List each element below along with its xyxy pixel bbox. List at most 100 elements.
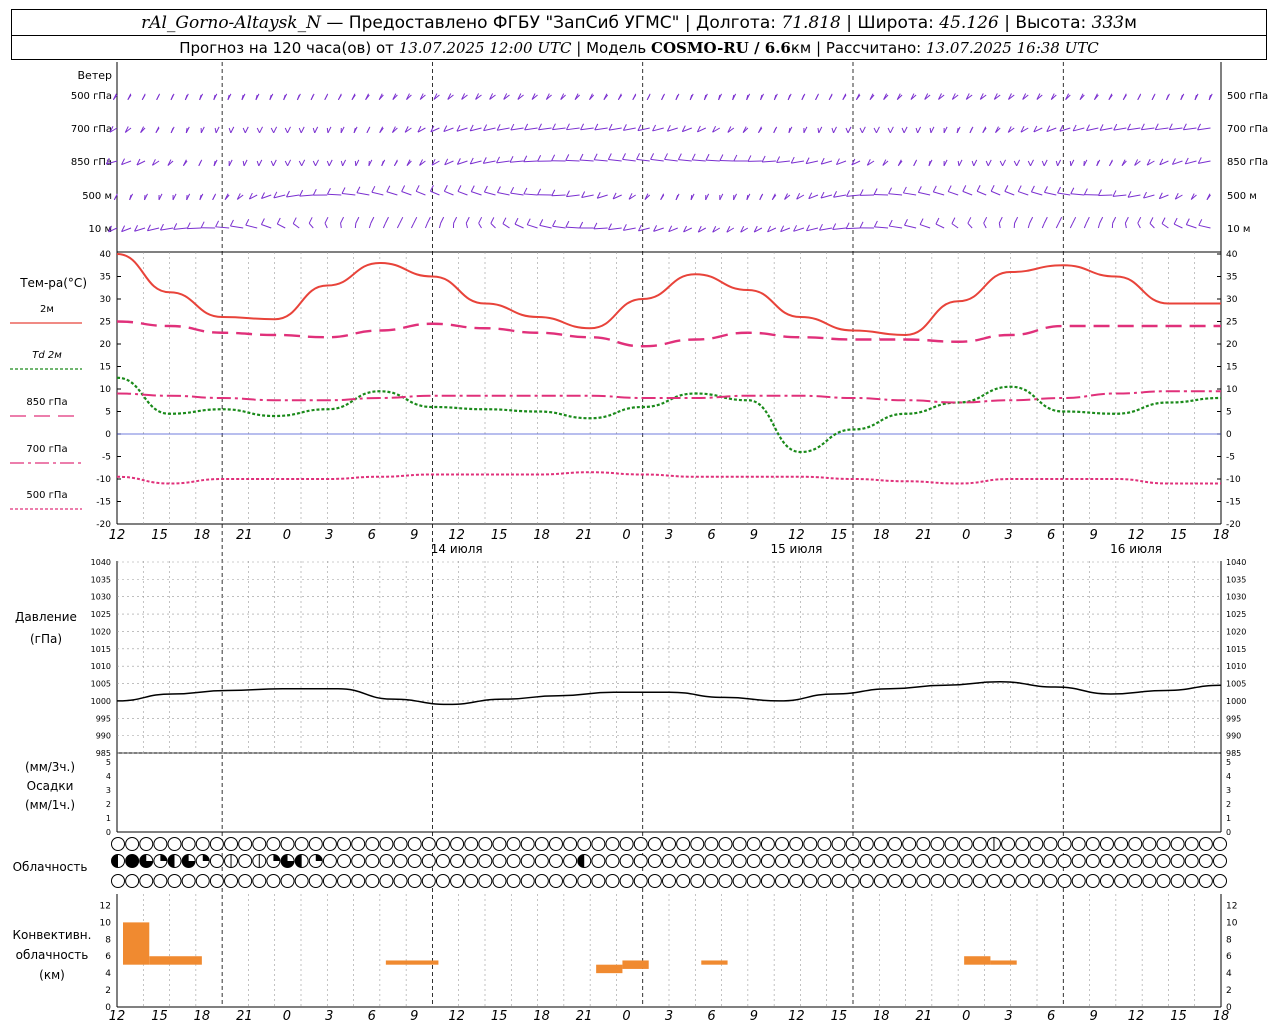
wind-barb (1044, 191, 1057, 196)
wind-barb (888, 193, 903, 196)
wind-barb-feather (566, 190, 570, 197)
wind-barb (808, 194, 819, 200)
cloud-circle (450, 837, 465, 851)
wind-barb-feather (356, 186, 361, 193)
wind-barb-feather (551, 154, 556, 161)
wind-barb (324, 222, 328, 229)
pressure-ytick-left: 1035 (91, 575, 111, 584)
wind-barb-feather (1143, 191, 1147, 199)
wind-barb (948, 191, 959, 196)
wind-barb (1018, 191, 1029, 196)
wind-barb-feather (1097, 189, 1102, 196)
wind-barb (523, 160, 538, 163)
cloud-circle (831, 854, 846, 868)
lat-value: 45.126 (939, 13, 999, 33)
cloud-circle (534, 837, 549, 851)
wind-barb-feather (490, 217, 495, 224)
hour-label: 9 (750, 528, 758, 543)
wind-barb-feather (594, 123, 599, 131)
wind-barb-feather (666, 125, 671, 132)
wind-barb-feather (691, 153, 696, 161)
wind-barb-feather (847, 126, 852, 134)
wind-barb (1055, 160, 1059, 167)
wind-barb (833, 194, 847, 198)
wind-barb (121, 160, 132, 166)
cloud-circle (1001, 837, 1016, 851)
wind-barb (990, 190, 1001, 196)
cloud-circle (294, 874, 309, 888)
wind-barb (430, 127, 440, 133)
hour-label-bottom: 9 (410, 1009, 418, 1024)
wind-barb (1046, 127, 1057, 133)
wind-barb-feather (538, 123, 542, 130)
wind-barb (292, 223, 300, 229)
wind-barb-feather (272, 159, 277, 167)
cloud-circle (1114, 854, 1129, 868)
wind-barb-feather (924, 93, 929, 100)
wind-barb-feather (353, 126, 358, 134)
wind-barb-feather (828, 93, 833, 101)
wind-barb (967, 222, 973, 229)
wind-barb (457, 160, 468, 165)
wind-barb-feather (341, 187, 346, 194)
wind-barb (776, 160, 790, 164)
wind-barb (124, 127, 132, 133)
hour-label: 0 (622, 528, 630, 543)
wind-barb-feather (979, 93, 984, 100)
wind-barb-feather (227, 93, 232, 101)
wind-barb (424, 222, 428, 229)
wind-barb-feather (622, 124, 627, 131)
wind-barb (261, 224, 272, 229)
wind-barb-feather (156, 93, 161, 101)
wind-barb-feather (340, 126, 345, 134)
hour-label-bottom: 18 (194, 1009, 211, 1024)
wind-barb-feather (300, 126, 305, 134)
wind-barb-feather (1043, 159, 1048, 167)
precip-ytick-left: 4 (106, 772, 111, 781)
wind-barb (998, 223, 1001, 229)
cloud-circle (704, 837, 719, 851)
header-box: rAl_Gorno-Altaysk_N — Предоставлено ФГБУ… (11, 9, 1267, 60)
wind-barb-feather (1083, 188, 1088, 195)
wind-barb (261, 194, 272, 199)
cloud-circle (690, 854, 705, 868)
wind-barb-feather (276, 217, 281, 225)
wind-barb-feather (1113, 123, 1118, 131)
wind-barb-feather (526, 218, 531, 225)
hour-label-bottom: 15 (1170, 1009, 1187, 1024)
cloud-circle (379, 874, 394, 888)
cloud-circle (1198, 837, 1213, 851)
wind-barb (740, 227, 749, 233)
wind-barb-feather (903, 126, 908, 134)
wind-barb-feather (790, 156, 795, 164)
alt-label: Высота: (1015, 13, 1087, 33)
wind-barb-feather (637, 124, 642, 131)
wind-barb-feather (292, 217, 297, 224)
wind-barb (831, 127, 834, 134)
wind-barb-feather (773, 93, 778, 101)
temp-ytick-left: -5 (102, 453, 111, 463)
cloud-half (295, 854, 302, 868)
cloud-circle (958, 874, 973, 888)
cloud-circle (1128, 837, 1143, 851)
wind-barb-feather (327, 188, 331, 195)
wind-barb (1155, 127, 1169, 131)
wind-barb-feather (429, 185, 434, 192)
wind-barb-feather (796, 192, 801, 200)
wind-barb-feather (1168, 123, 1173, 130)
wind-barb (636, 158, 650, 162)
wind-barb (565, 159, 580, 162)
cloud-circle (153, 874, 168, 888)
cloud-circle (591, 837, 606, 851)
cloud-circle (746, 854, 761, 868)
wind-barb (608, 159, 622, 162)
cloud-circle (1184, 837, 1199, 851)
wind-barb-feather (805, 157, 810, 164)
cloud-circle (873, 854, 888, 868)
wind-barb (1008, 94, 1015, 100)
conv-line-1: Конвективн. (13, 928, 92, 942)
temp-series-line (116, 471, 1221, 485)
wind-barb (1159, 194, 1169, 200)
wind-barb (1172, 160, 1183, 165)
wind-barb-feather (151, 159, 156, 166)
